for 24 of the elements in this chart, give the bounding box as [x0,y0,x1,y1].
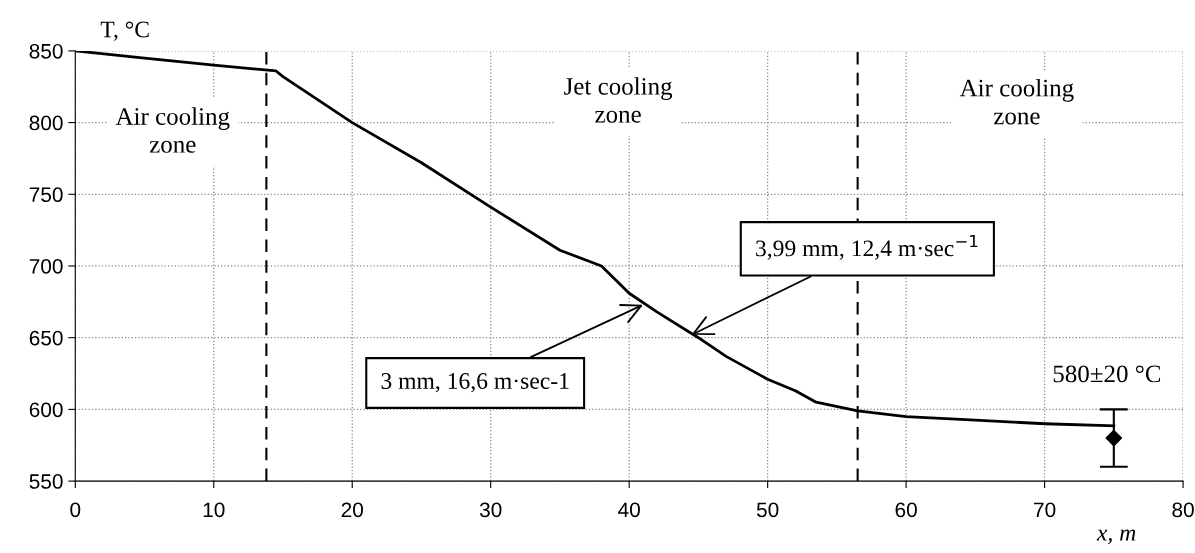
annotation: 580±20 °C [1053,365,1161,383]
annotation: Air cooling zone [115,107,230,153]
y-tick-label: 800 [29,115,63,131]
x-tick-label: 40 [618,502,640,518]
x-tick-label: 0 [70,502,81,518]
y-tick-label: 700 [29,258,63,274]
annotation: Air cooling zone [959,78,1074,125]
y-tick-label: 650 [29,330,63,346]
annotation: 3 mm, 16,6 m·sec-1 [381,373,569,393]
y-axis-title: T, °C [100,21,149,41]
x-tick-label: 50 [756,502,779,518]
y-tick-label: 550 [29,474,63,489]
x-tick-label: 60 [895,502,917,518]
y-tick-label: 600 [29,402,63,418]
x-tick-label: 80 [1172,502,1194,518]
x-tick-label: 70 [1034,502,1056,518]
x-tick-label: 30 [479,502,502,518]
y-tick-label: 850 [29,43,63,59]
x-axis-title: x, m [1096,529,1136,545]
x-tick-label: 10 [203,502,225,518]
annotation: Jet cooling zone [564,77,673,123]
x-tick-label: 20 [341,502,363,518]
y-tick-label: 750 [29,187,63,203]
annotation: 3,99 mm, 12,4 m·sec$^{−1}$ [756,235,978,260]
